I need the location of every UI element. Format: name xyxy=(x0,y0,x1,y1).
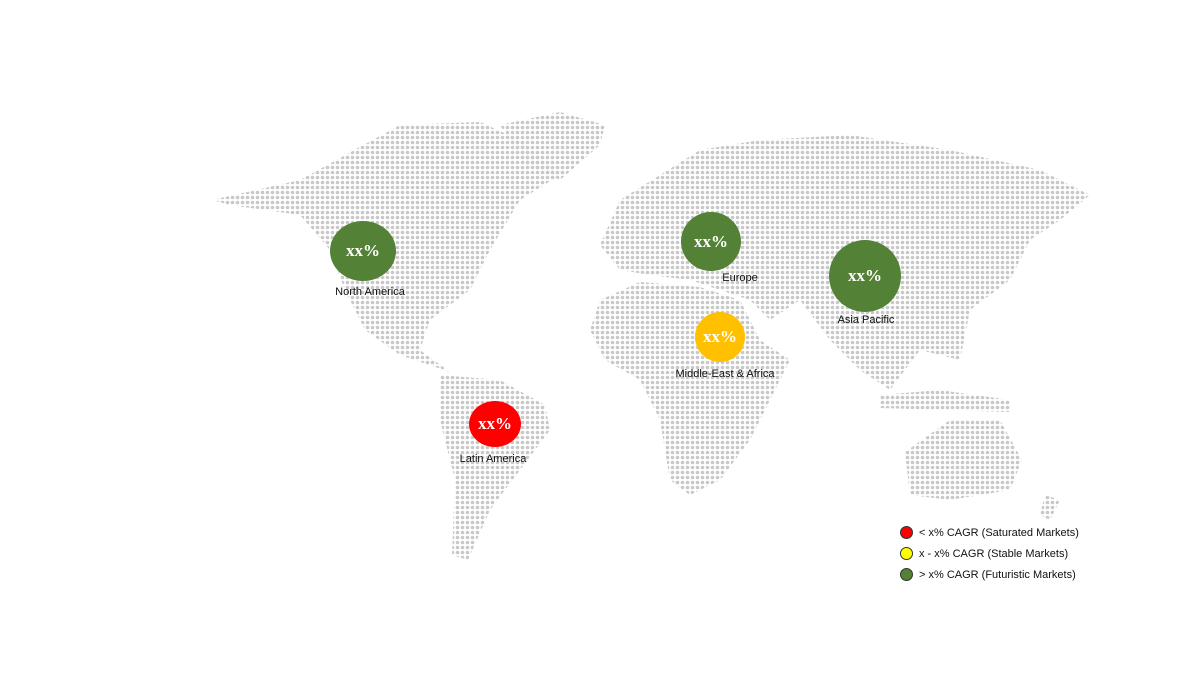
southeast-asia-islands xyxy=(880,390,1010,412)
green-circle-icon xyxy=(900,568,913,581)
middle-east-africa-label: Middle-East & Africa xyxy=(675,368,775,380)
new-zealand-landmass xyxy=(1040,495,1060,520)
yellow-circle-icon xyxy=(900,547,913,560)
legend: < x% CAGR (Saturated Markets) x - x% CAG… xyxy=(900,522,1079,585)
asia-pacific-bubble: xx% xyxy=(829,240,901,312)
north-america-label: North America xyxy=(335,286,405,298)
asia-pacific-label: Asia Pacific xyxy=(837,314,895,326)
europe-bubble: xx% xyxy=(681,212,741,271)
legend-item-futuristic: > x% CAGR (Futuristic Markets) xyxy=(900,564,1079,585)
australia-landmass xyxy=(905,420,1022,500)
latin-america-label: Latin America xyxy=(459,453,527,465)
europe-label: Europe xyxy=(722,272,758,284)
north-america-bubble: xx% xyxy=(330,221,396,281)
legend-item-stable: x - x% CAGR (Stable Markets) xyxy=(900,543,1079,564)
greenland-landmass xyxy=(500,112,605,180)
latin-america-bubble: xx% xyxy=(469,401,521,447)
legend-label: x - x% CAGR (Stable Markets) xyxy=(919,547,1069,560)
red-circle-icon xyxy=(900,526,913,539)
africa-landmass xyxy=(590,282,790,495)
middle-east-africa-bubble: xx% xyxy=(695,312,745,362)
legend-label: < x% CAGR (Saturated Markets) xyxy=(919,526,1079,539)
south-america-landmass xyxy=(440,375,550,560)
legend-item-saturated: < x% CAGR (Saturated Markets) xyxy=(900,522,1079,543)
legend-label: > x% CAGR (Futuristic Markets) xyxy=(919,568,1076,581)
